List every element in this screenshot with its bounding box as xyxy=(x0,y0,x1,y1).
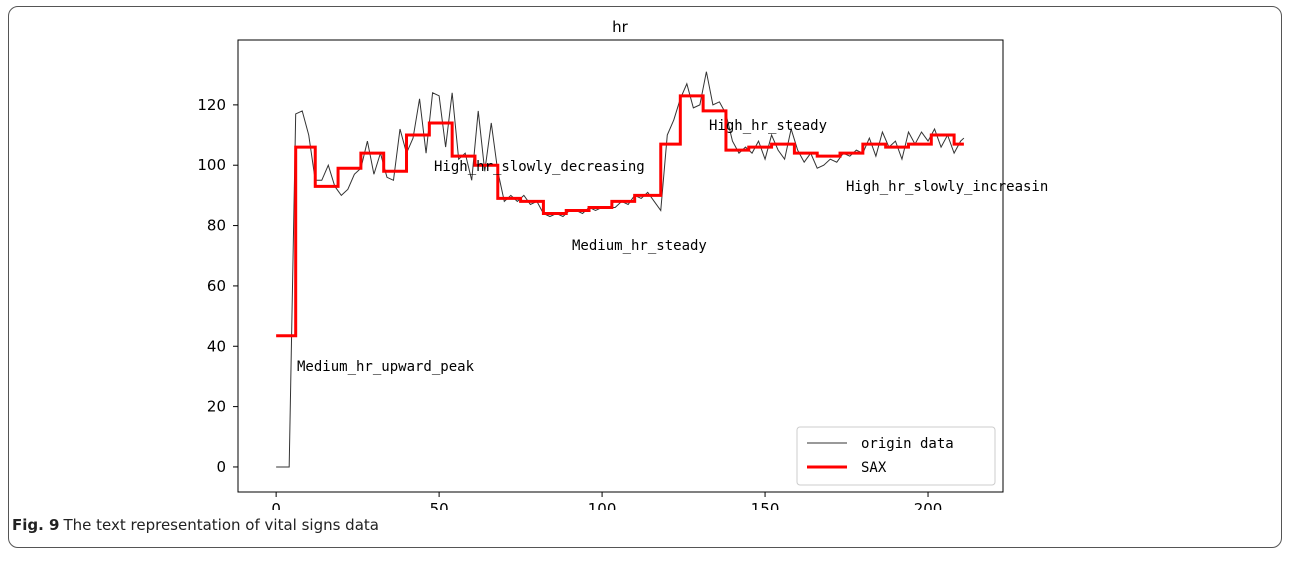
annotation: Medium_hr_steady xyxy=(572,238,707,254)
y-tick-label: 80 xyxy=(207,217,226,235)
annotation: High_hr_slowly_increasin xyxy=(846,179,1048,195)
caption: Fig. 9 The text representation of vital s… xyxy=(12,516,379,534)
plot-frame xyxy=(237,39,1004,493)
annotation: High_hr_slowly_decreasing xyxy=(434,159,645,175)
y-tick-label: 40 xyxy=(207,337,226,355)
x-tick-label: 200 xyxy=(914,500,943,510)
caption-text: The text representation of vital signs d… xyxy=(63,516,379,534)
figure-frame xyxy=(8,6,1282,548)
series-line xyxy=(276,94,964,338)
legend-box xyxy=(796,426,996,486)
caption-label: Fig. 9 xyxy=(12,516,60,534)
x-tick-label: 50 xyxy=(430,500,449,510)
x-tick-label: 0 xyxy=(271,500,281,510)
chart-title: hr xyxy=(612,18,629,36)
legend-label: origin data xyxy=(861,436,954,452)
y-tick-label: 20 xyxy=(207,398,226,416)
y-tick-label: 120 xyxy=(197,96,226,114)
y-tick-label: 60 xyxy=(207,277,226,295)
x-tick-label: 150 xyxy=(751,500,780,510)
legend-label: SAX xyxy=(861,460,887,476)
series-line xyxy=(276,71,965,468)
annotation: High_hr_steady xyxy=(709,118,827,134)
chart: hr 0 20 40 60 80 100 120 0 50 100 150 200 Medium_hr_… xyxy=(197,18,1048,510)
x-tick-label: 100 xyxy=(588,500,617,510)
y-tick-label: 0 xyxy=(216,458,226,476)
y-tick-label: 100 xyxy=(197,156,226,174)
annotation: Medium_hr_upward_peak xyxy=(297,359,475,375)
